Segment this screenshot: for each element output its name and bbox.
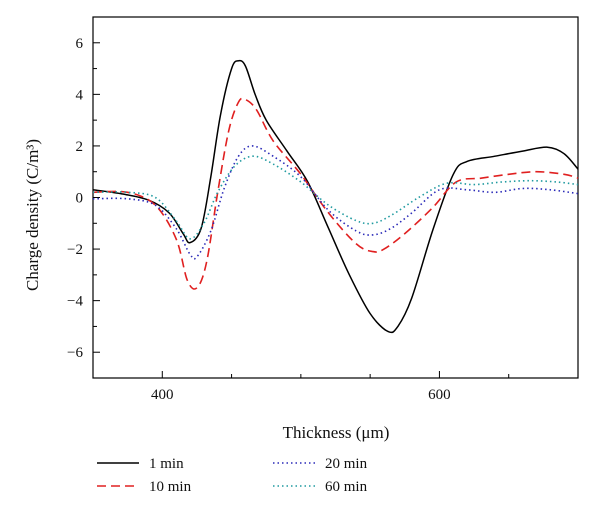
y-tick-label: 2 [76, 139, 84, 155]
y-tick-label: 4 [76, 87, 84, 103]
series-line-60-min [92, 155, 579, 240]
x-tick-label: 400 [151, 387, 174, 403]
legend: 1 min 10 min 20 min 60 min [97, 456, 368, 495]
series-line-20-min [92, 145, 579, 260]
y-tick-label: −6 [67, 345, 83, 361]
y-tick-label: 6 [76, 36, 84, 52]
legend-label-20-min: 20 min [325, 456, 368, 472]
y-axis-title: Charge density (C/m³) [23, 139, 42, 291]
x-axis: 400 600 [151, 371, 579, 403]
legend-label-10-min: 10 min [149, 479, 192, 495]
y-axis: −6 −4 −2 0 2 4 6 [67, 16, 100, 379]
plot-border [92, 16, 579, 379]
y-tick-label: −2 [67, 242, 83, 258]
series-line-1-min [92, 59, 579, 334]
y-tick-label: −4 [67, 294, 83, 310]
series-lines [92, 59, 579, 334]
legend-label-60-min: 60 min [325, 479, 368, 495]
series-line-10-min [92, 97, 579, 290]
legend-label-1-min: 1 min [149, 456, 184, 472]
y-tick-label: 0 [76, 191, 84, 207]
plot-frame [92, 16, 579, 379]
x-tick-label: 600 [428, 387, 451, 403]
x-axis-title: Thickness (μm) [283, 423, 390, 442]
